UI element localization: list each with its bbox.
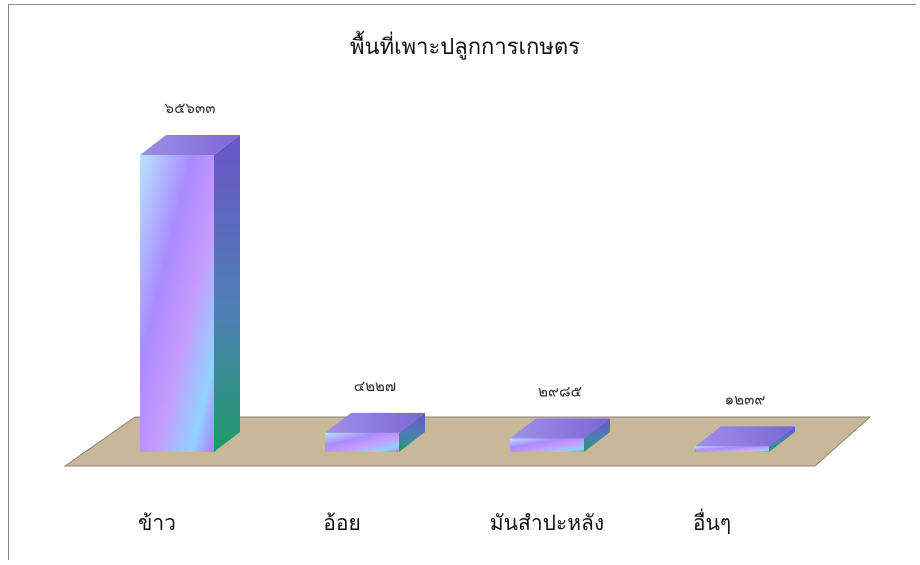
bars-group [140, 135, 795, 452]
bar-top [510, 418, 610, 439]
bar-side [769, 426, 795, 452]
bar-side [214, 135, 240, 452]
data-label: ๖๕๖๓๓ [165, 99, 216, 117]
chart-title: พื้นที่เพาะปลูกการเกษตร [350, 31, 580, 60]
bar-top [140, 135, 240, 155]
category-label: มันสำปะหลัง [490, 511, 604, 535]
category-label: อื่นๆ [693, 508, 731, 535]
data-label: ๔๒๒๗ [354, 377, 396, 395]
data-label: ๒๙๘๕ [538, 382, 582, 400]
category-label: ข้าว [138, 511, 176, 535]
chart-frame [8, 4, 916, 560]
bar-top [695, 426, 795, 447]
bar [140, 155, 214, 452]
data-label: ๑๒๓๙ [725, 390, 766, 408]
bar [695, 446, 769, 452]
bar-side [399, 412, 425, 452]
bar-top [325, 412, 425, 433]
bar [510, 438, 584, 452]
bar [325, 432, 399, 452]
chart-floor [63, 416, 872, 467]
category-label: อ้อย [323, 511, 361, 535]
bar-side [584, 418, 610, 452]
category-labels-group: ข้าว อ้อย มันสำปะหลัง อื่นๆ [138, 508, 731, 535]
